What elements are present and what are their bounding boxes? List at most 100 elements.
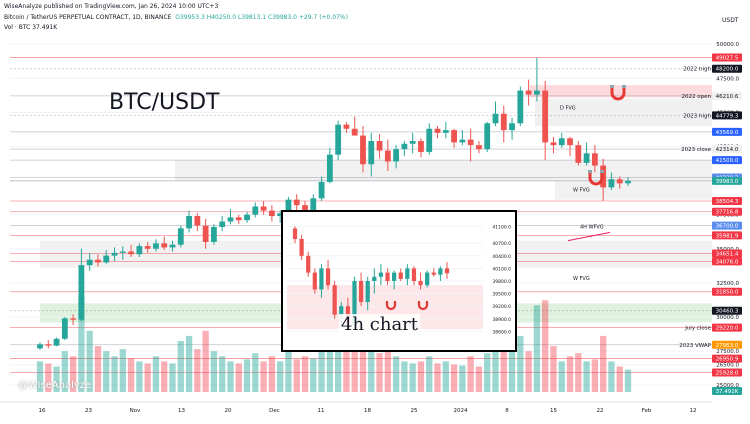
inset-chart-label: 4h chart — [339, 314, 421, 335]
candle-body — [426, 128, 433, 152]
volume-bar — [243, 359, 251, 392]
candle-body — [219, 221, 226, 227]
inset-candle-body — [398, 272, 403, 279]
candle — [451, 128, 457, 148]
candle — [376, 134, 383, 159]
candle-body — [37, 344, 43, 349]
price-tag-label: 37.491K — [716, 389, 739, 395]
candle-body — [525, 90, 532, 95]
volume-bar — [550, 346, 557, 392]
candle — [202, 218, 209, 249]
candle-body — [227, 217, 234, 222]
candle — [136, 243, 143, 257]
candle-body — [583, 153, 590, 163]
volume-bar — [252, 353, 259, 392]
inset-candle — [312, 268, 317, 294]
volume-bar — [185, 335, 193, 392]
price-axis[interactable]: 50000.047500.045000.042500.040000.037500… — [712, 42, 742, 395]
candle-body — [186, 216, 192, 229]
volume-bar — [61, 351, 68, 392]
volume-bar — [533, 305, 541, 392]
inset-candle-body — [332, 285, 337, 315]
inset-candle — [392, 270, 397, 290]
candle — [70, 314, 77, 326]
price-tag-label: 34651.4 — [716, 252, 739, 258]
candle-body — [376, 141, 383, 151]
candle — [268, 205, 275, 222]
volume-bar — [459, 365, 466, 392]
candle — [492, 101, 499, 127]
price-axis-label: 50000.0 — [716, 42, 739, 48]
volume-bar — [127, 358, 135, 392]
time-axis-label: 22 — [597, 408, 604, 414]
price-tag: 39983.0 — [712, 176, 742, 185]
price-tag: 27963.0 — [712, 340, 742, 349]
price-tag: 48200.0 — [712, 64, 742, 73]
level-label: 2022 high — [683, 67, 711, 73]
candle — [227, 209, 234, 225]
inset-candle — [325, 260, 331, 290]
candle — [550, 136, 557, 154]
candle-body — [550, 142, 557, 146]
time-axis[interactable]: 16 23 Nov 13 20 Dec 11 18 25 2024 8 15 22 Feb 12 — [0, 401, 712, 414]
candle-body — [95, 259, 101, 263]
candle — [360, 126, 366, 173]
price-tag-label: 27963.0 — [716, 343, 739, 349]
volume-bar — [277, 361, 284, 392]
inset-candle — [292, 226, 298, 244]
source-line: WiseAnalyze published on TradingView.com… — [4, 3, 219, 10]
volume-bar — [426, 356, 433, 392]
candle — [144, 241, 151, 253]
price-tag: 34651.4 — [712, 249, 742, 258]
inset-candle — [319, 264, 324, 298]
price-tag-label: 34076.0 — [716, 259, 739, 265]
candle — [111, 247, 118, 262]
volume-bar — [119, 349, 126, 392]
candle-body — [542, 90, 549, 143]
candle-body — [293, 199, 300, 206]
candle — [442, 121, 449, 139]
price-tag-label: 43569.0 — [716, 130, 739, 136]
candle-body — [326, 154, 333, 182]
candle-body — [53, 338, 60, 346]
volume-bar — [417, 361, 425, 392]
candle — [86, 252, 93, 271]
inset-candle-body — [292, 228, 298, 239]
volume-bar — [78, 295, 85, 392]
volume-bar — [450, 364, 458, 392]
candle — [219, 216, 226, 232]
candle-body — [103, 255, 110, 263]
volume-bar — [558, 361, 565, 392]
price-tag-label: 35981.9 — [716, 233, 739, 239]
volume-bar — [368, 341, 375, 392]
ohlc-values: O39953.3 H40250.0 L39813.1 C39983.0 +29.… — [175, 14, 348, 21]
volume-layer — [36, 295, 632, 392]
volume-bar — [69, 356, 77, 392]
price-tag-label: 49027.5 — [716, 55, 739, 61]
level-label: 2022 open — [682, 94, 712, 100]
price-tag: 35981.9 — [712, 231, 742, 240]
price-tag: 25928.0 — [712, 368, 742, 377]
volume-bar — [401, 361, 408, 392]
inset-candle-body — [392, 272, 397, 281]
volume-bar — [136, 361, 143, 392]
inset-candle-body — [325, 268, 331, 286]
inset-axis-label: 41100.0 — [492, 224, 511, 230]
candle — [128, 244, 134, 257]
inset-magnet-icon — [417, 301, 429, 311]
candle — [277, 210, 284, 223]
candle — [517, 86, 524, 127]
inset-candle-body — [425, 272, 430, 286]
inset-candle-body — [405, 268, 410, 279]
time-axis-label: 25 — [411, 408, 418, 414]
inset-candle-body — [438, 268, 443, 275]
price-tag: 26950.9 — [712, 354, 742, 363]
candle-body — [128, 251, 134, 255]
zone-label: W FVG — [573, 187, 590, 193]
candle — [326, 147, 333, 184]
volume-bar — [219, 356, 226, 392]
volume-bar — [566, 356, 574, 392]
price-tag: 30460.3 — [712, 306, 742, 315]
candle-body — [492, 113, 499, 124]
candle-body — [451, 130, 457, 143]
